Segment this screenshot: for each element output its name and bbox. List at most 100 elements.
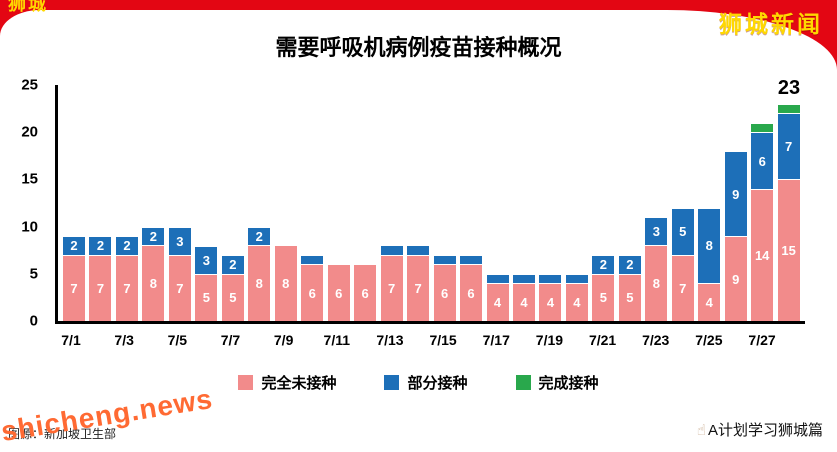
bar-value-label: 7 — [70, 280, 78, 296]
bar-segment-部分接种: 8 — [698, 207, 721, 284]
bar-value-label: 6 — [308, 285, 316, 301]
x-tick-7/25: 7/25 — [695, 332, 723, 348]
bar-value-label: 7 — [123, 280, 131, 296]
bar-segment-完成接种 — [777, 103, 800, 114]
bar-segment-完全未接种: 7 — [380, 254, 403, 321]
bar-segment-部分接种 — [380, 245, 403, 255]
bar-segment-部分接种 — [486, 273, 509, 284]
x-tick-7/8 — [246, 332, 268, 348]
bar-value-label: 5 — [626, 290, 634, 306]
x-tick-7/27: 7/27 — [748, 332, 776, 348]
x-tick-7/20 — [565, 332, 587, 348]
bar-value-label: 3 — [652, 224, 660, 240]
legend-label: 完成接种 — [538, 375, 599, 392]
bar-segment-部分接种: 7 — [777, 113, 800, 180]
bar-segment-部分接种 — [301, 254, 324, 265]
bar-value-label: 9 — [732, 271, 740, 287]
bar-segment-部分接种: 2 — [89, 236, 112, 255]
bar-value-label: 7 — [785, 139, 793, 155]
x-tick-7/13: 7/13 — [376, 332, 404, 348]
x-tick-7/21: 7/21 — [588, 332, 617, 348]
bar-7/10: 6 — [301, 85, 324, 321]
legend-item: 部分接种 — [384, 372, 468, 393]
bar-segment-完全未接种: 7 — [63, 254, 85, 321]
x-tick-7/15: 7/15 — [429, 332, 457, 348]
bar-value-label: 4 — [573, 295, 581, 311]
legend-label: 完全未接种 — [261, 375, 337, 392]
bar-7/18: 4 — [512, 85, 535, 321]
bar-segment-完全未接种: 5 — [195, 273, 218, 321]
bar-segment-完全未接种: 6 — [433, 264, 456, 321]
bar-segment-部分接种: 5 — [671, 207, 694, 255]
bar-value-label: 4 — [546, 295, 555, 311]
bar-segment-部分接种: 2 — [618, 254, 641, 274]
x-tick-7/22 — [618, 332, 640, 348]
x-tick-7/24 — [671, 332, 693, 348]
bar-7/11: 6 — [327, 85, 350, 321]
legend-label: 部分接种 — [407, 375, 468, 392]
bar-value-label: 2 — [626, 257, 634, 273]
bar-segment-完全未接种: 6 — [301, 264, 324, 321]
bar-value-label: 2 — [123, 238, 131, 254]
bar-value-label: 3 — [202, 252, 210, 268]
bar-segment-部分接种: 3 — [168, 226, 191, 255]
bar-value-label: 8 — [282, 276, 290, 292]
x-tick-7/16 — [459, 332, 481, 348]
bar-value-label: 2 — [149, 229, 158, 245]
pointing-up-hand-icon: ☝ — [696, 421, 706, 439]
bar-segment-完成接种 — [751, 122, 774, 133]
bar-segment-完全未接种: 9 — [724, 236, 747, 321]
x-tick-7/14 — [406, 332, 428, 348]
bar-value-label: 15 — [781, 243, 796, 259]
bar-value-label: 8 — [149, 276, 158, 292]
x-tick-7/28 — [778, 332, 800, 348]
bar-value-label: 5 — [202, 290, 210, 306]
x-tick-7/10 — [299, 332, 321, 348]
bar-value-label: 7 — [414, 280, 422, 296]
x-tick-7/11: 7/11 — [323, 332, 351, 348]
legend-swatch — [515, 375, 531, 390]
bar-segment-部分接种: 2 — [63, 236, 85, 255]
bar-7/27: 6 14 — [751, 85, 774, 321]
x-tick-7/18 — [512, 332, 534, 348]
bar-segment-部分接种 — [565, 273, 588, 284]
bar-segment-完全未接种: 7 — [671, 254, 694, 321]
bar-segment-部分接种: 9 — [724, 151, 747, 237]
bar-segment-部分接种 — [460, 254, 483, 265]
bar-segment-完全未接种: 4 — [565, 283, 588, 321]
bar-segment-部分接种: 3 — [195, 245, 218, 274]
bar-value-label: 2 — [599, 257, 607, 273]
x-tick-7/7: 7/7 — [220, 332, 241, 348]
bar-value-label: 4 — [705, 295, 713, 311]
bar-segment-部分接种: 2 — [592, 254, 615, 274]
legend-swatch — [238, 375, 254, 390]
bar-7/17: 4 — [486, 85, 509, 321]
x-tick-7/4 — [140, 332, 162, 348]
y-axis: 0 5 10 15 20 25 — [0, 77, 46, 330]
bar-value-label: 8 — [705, 238, 713, 254]
bar-value-label: 3 — [176, 233, 184, 249]
bar-value-label: 6 — [440, 285, 449, 301]
bar-segment-完全未接种: 7 — [89, 254, 112, 321]
x-tick-7/9: 7/9 — [273, 332, 294, 348]
x-tick-7/5: 7/5 — [167, 332, 188, 348]
legend-item: 完全未接种 — [238, 372, 336, 393]
bar-segment-完全未接种: 7 — [168, 254, 191, 321]
bar-value-label: 5 — [679, 224, 687, 240]
source-note: 图源：新加坡卫生部 — [8, 427, 117, 441]
bar-segment-部分接种 — [512, 273, 535, 284]
bar-value-label: 2 — [229, 257, 237, 273]
bar-value-label: 9 — [732, 186, 740, 202]
bar-segment-完全未接种: 8 — [248, 245, 271, 321]
bar-value-label: 4 — [520, 295, 528, 311]
bar-value-label: 14 — [754, 247, 770, 263]
bar-segment-完全未接种: 4 — [539, 283, 562, 321]
x-axis: 7/1 7/3 7/5 7/7 7/9 7/11 7/13 7/15 7/17 7/19 7/21 7… — [55, 332, 805, 348]
bar-value-label: 5 — [229, 290, 237, 306]
y-tick-5: 5 — [29, 265, 38, 283]
